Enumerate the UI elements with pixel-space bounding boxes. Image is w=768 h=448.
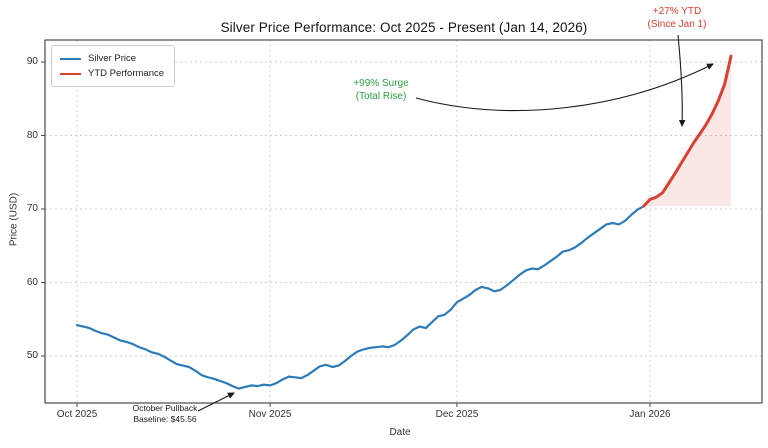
y-tick-label-70: 70 [26, 203, 38, 214]
ytd-performance-line-swatch-icon [60, 72, 81, 75]
x-tick-label-nov: Nov 2025 [248, 409, 292, 420]
y-tick-label-60: 60 [26, 276, 38, 288]
annotation-total-surge: +99% Surge (Total Rise) [353, 78, 409, 102]
chart-title: Silver Price Performance: Oct 2025 - Pre… [220, 20, 588, 35]
x-tick-label-jan: Jan 2026 [629, 409, 671, 420]
ytd-performance-line [642, 54, 733, 208]
x-tick-label-oct: Oct 2025 [56, 409, 98, 420]
y-axis-label: Price (USD) [8, 192, 20, 247]
annotation-arrows [197, 34, 714, 412]
pullback-arrow-icon [197, 392, 235, 412]
legend-item-ytd-performance: YTD Performance [60, 66, 164, 81]
legend-label-silver-price: Silver Price [88, 53, 137, 64]
y-tick-label-80: 80 [26, 129, 38, 141]
plot-frame [44, 39, 763, 404]
y-tick-label-90: 90 [26, 56, 38, 67]
axis-ticks [41, 61, 651, 407]
gridlines [45, 40, 762, 403]
legend-label-ytd-performance: YTD Performance [88, 68, 165, 79]
legend-item-silver-price: Silver Price [60, 51, 164, 66]
x-tick-label-dec: Dec 2025 [435, 409, 479, 420]
ytd-fill-area [643, 56, 731, 207]
x-axis-label: Date [389, 427, 411, 438]
series-lines [75, 54, 733, 390]
annotation-october-pullback: October Pullback Baseline: $45.56 [132, 403, 198, 424]
annotation-ytd: +27% YTD (Since Jan 1) [647, 6, 707, 30]
silver-price-line [75, 205, 645, 390]
silver-price-line-swatch-icon [60, 57, 81, 60]
ytd-arrow-icon [677, 34, 686, 128]
legend: Silver Price YTD Performance [51, 45, 176, 87]
y-tick-label-50: 50 [26, 350, 38, 361]
surge-arrow-icon [415, 63, 714, 112]
